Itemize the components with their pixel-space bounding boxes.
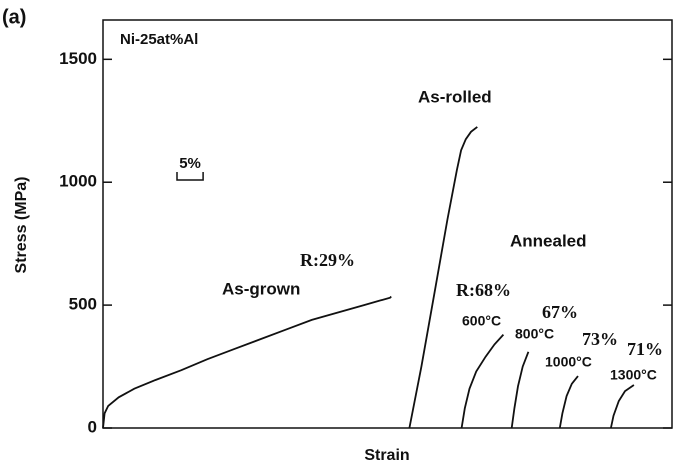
annotation: 800°C [515, 326, 554, 342]
annotation: Ni-25at%Al [120, 31, 198, 48]
y-tick-label: 1500 [59, 49, 97, 68]
annotation: 73% [582, 329, 618, 349]
stress-strain-curve [558, 375, 579, 429]
plot-frame [102, 19, 673, 429]
annotation: 1300°C [610, 367, 657, 383]
y-tick-label: 500 [69, 295, 97, 314]
stress-strain-curve [460, 333, 505, 429]
scale-bar [176, 172, 204, 181]
scale-bar-label: 5% [179, 155, 201, 172]
annotation: 71% [627, 339, 663, 359]
stress-strain-curve [510, 351, 530, 429]
y-tick-label: 0 [88, 417, 97, 436]
annotation: 1000°C [545, 354, 592, 370]
y-axis-label: Stress (MPa) [13, 177, 30, 274]
annotation: 600°C [462, 313, 501, 329]
annotation: 67% [542, 302, 578, 322]
annotation: R:68% [456, 280, 511, 300]
annotation: As-grown [222, 279, 300, 298]
stress-strain-curve [610, 384, 635, 429]
annotation: As-rolled [418, 87, 492, 106]
x-axis-label: Strain [364, 447, 409, 464]
stress-strain-curve [408, 126, 478, 429]
panel-label: (a) [2, 6, 26, 28]
annotation: Annealed [510, 231, 587, 250]
annotation: R:29% [300, 250, 355, 270]
y-tick-label: 1000 [59, 172, 97, 191]
stress-strain-curve [102, 295, 392, 429]
